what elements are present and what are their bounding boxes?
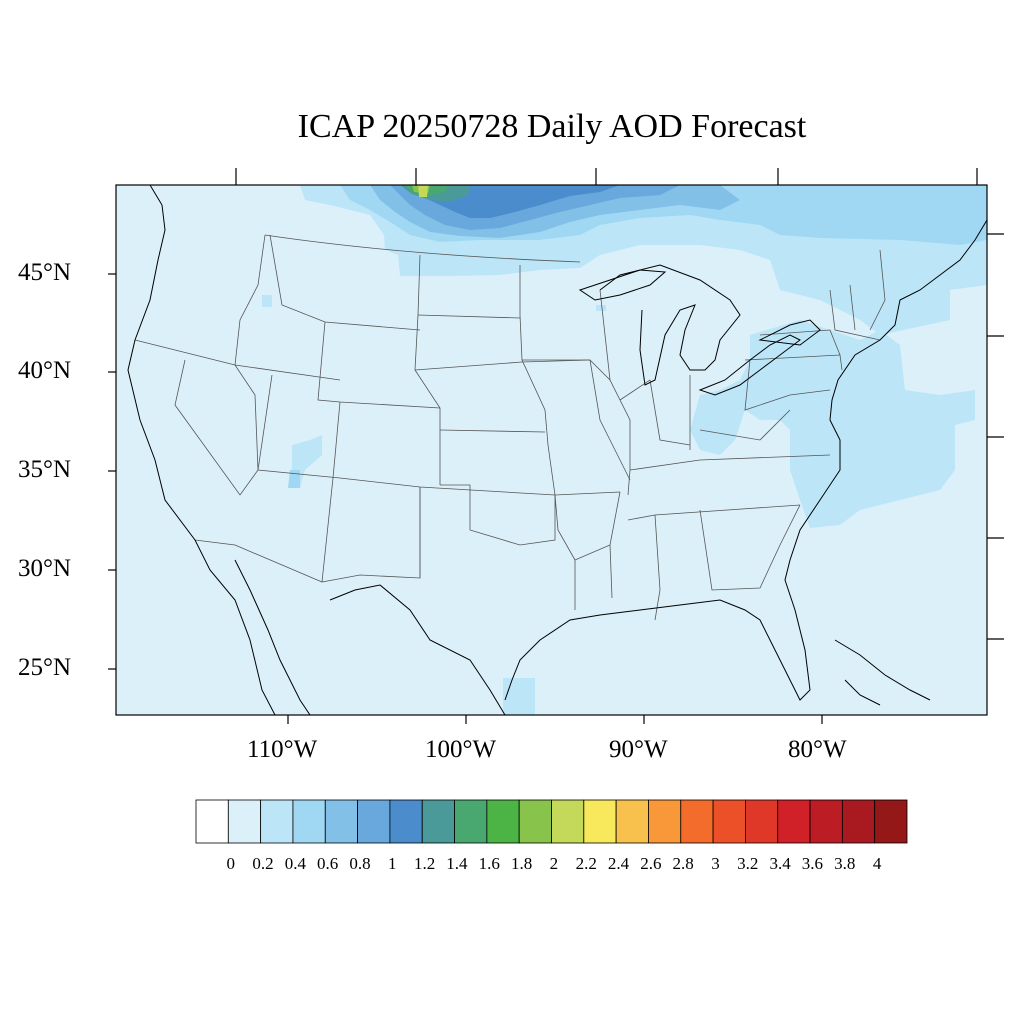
colorbar-swatch	[486, 799, 520, 844]
map-title: ICAP 20250728 Daily AOD Forecast	[297, 108, 807, 145]
colorbar-tick-label: 4	[872, 854, 882, 873]
colorbar-tick-label: 1	[388, 854, 397, 873]
colorbar-swatch	[648, 799, 682, 844]
colorbar-tick-label: 3.8	[834, 854, 856, 873]
colorbar-swatch	[745, 799, 779, 844]
colorbar-tick-label: 0.2	[252, 854, 274, 873]
lon-label-110w: 110°W	[247, 736, 318, 763]
colorbar-swatch	[874, 799, 908, 844]
colorbar-tick-label: 1.8	[510, 854, 533, 873]
lat-label-30n: 30°N	[18, 555, 72, 582]
colorbar-tick-label: 2.2	[575, 854, 597, 873]
colorbar-tick-label: 3.6	[801, 854, 824, 873]
lat-label-40n: 40°N	[18, 357, 72, 384]
colorbar-tick-label: 0	[226, 854, 235, 873]
aod-shading	[262, 185, 987, 715]
lon-label-80w: 80°W	[788, 736, 847, 763]
colorbar-tick-label: 1.4	[446, 854, 468, 873]
colorbar-swatch	[583, 799, 617, 844]
colorbar-swatch	[680, 799, 714, 844]
colorbar-tick-label: 3	[711, 854, 720, 873]
colorbar-swatch	[551, 799, 585, 844]
colorbar-tick-label: 2	[549, 854, 559, 873]
lon-label-90w: 90°W	[609, 736, 668, 763]
colorbar-swatch	[615, 799, 649, 844]
lon-label-100w: 100°W	[425, 736, 497, 763]
colorbar-tick-label: 3.2	[737, 854, 759, 873]
colorbar-swatch	[712, 799, 746, 844]
colorbar	[195, 799, 908, 844]
colorbar-swatch	[227, 799, 262, 844]
lat-label-45n: 45°N	[18, 259, 72, 286]
colorbar-tick-label: 1.6	[478, 854, 500, 873]
colorbar-swatch	[292, 799, 326, 844]
colorbar-tick-label: 3.4	[769, 854, 791, 873]
colorbar-swatch	[421, 799, 455, 844]
colorbar-swatch	[260, 799, 294, 844]
lat-label-35n: 35°N	[18, 456, 72, 483]
colorbar-swatch	[809, 799, 843, 844]
colorbar-swatch	[518, 799, 552, 844]
colorbar-swatch	[454, 799, 488, 844]
lat-label-25n: 25°N	[18, 654, 72, 681]
colorbar-tick-label: 2.6	[640, 854, 662, 873]
colorbar-tick-label: 0.6	[317, 854, 339, 873]
coastlines	[127, 185, 987, 715]
colorbar-swatch	[777, 799, 811, 844]
colorbar-swatch	[324, 799, 358, 844]
colorbar-swatch	[389, 799, 423, 844]
colorbar-swatch	[357, 799, 391, 844]
colorbar-swatch	[195, 799, 229, 844]
map-frame	[115, 184, 988, 716]
colorbar-tick-label: 2.8	[672, 854, 694, 873]
colorbar-swatch	[841, 799, 876, 844]
colorbar-tick-label: 0.4	[284, 854, 306, 873]
state-boundaries	[134, 234, 886, 621]
colorbar-tick-label: 0.8	[349, 854, 371, 873]
colorbar-tick-label: 1.2	[413, 854, 436, 873]
axis-ticks	[108, 168, 1004, 724]
colorbar-tick-label: 2.4	[607, 854, 630, 873]
